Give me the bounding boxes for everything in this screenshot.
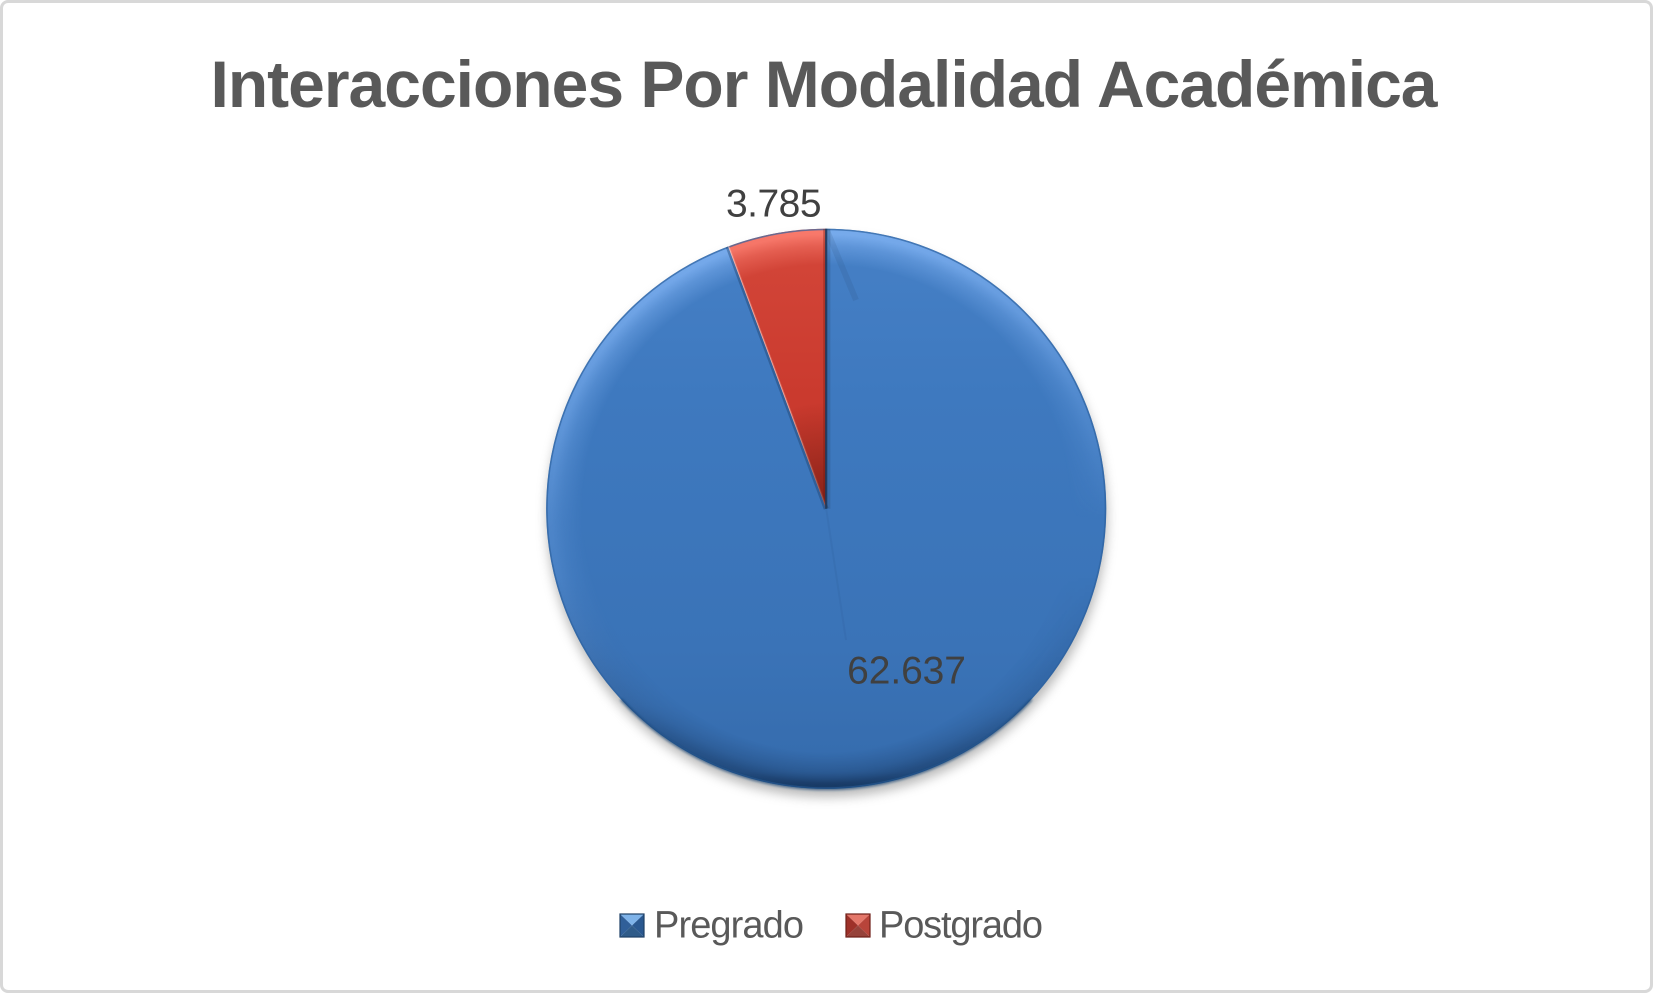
- svg-text:Postgrado: Postgrado: [879, 904, 1042, 946]
- svg-text:3.785: 3.785: [726, 183, 821, 226]
- svg-text:Pregrado: Pregrado: [654, 904, 803, 946]
- svg-text:62.637: 62.637: [847, 650, 966, 693]
- svg-text:Interacciones Por Modalidad Ac: Interacciones Por Modalidad Académica: [211, 47, 1439, 121]
